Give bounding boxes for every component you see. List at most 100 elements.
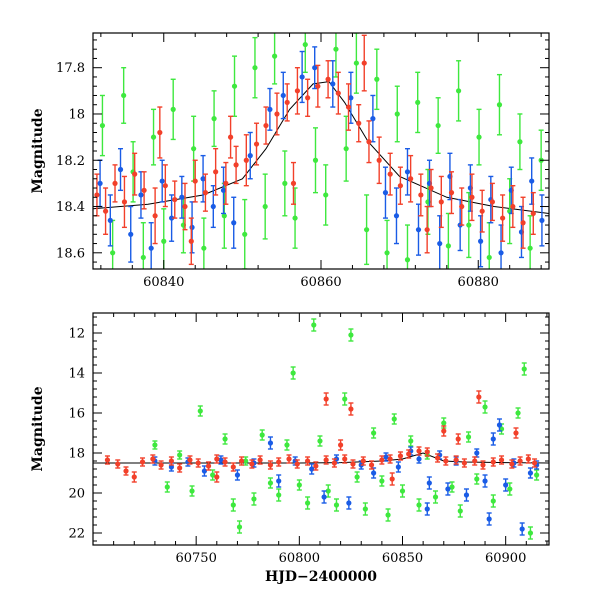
point-marker	[177, 452, 183, 458]
y-tick-label: 20	[68, 487, 85, 502]
data-point-red	[162, 164, 168, 208]
point-marker	[489, 199, 495, 205]
data-point-red	[276, 457, 282, 467]
data-point-green	[517, 113, 523, 171]
point-marker	[496, 102, 503, 108]
point-marker	[530, 210, 536, 217]
data-point-red	[387, 152, 393, 196]
point-marker	[97, 180, 103, 186]
point-marker	[415, 99, 421, 106]
point-marker	[282, 180, 288, 186]
point-marker	[371, 430, 377, 436]
point-marker	[247, 153, 253, 159]
point-marker	[317, 438, 323, 444]
point-marker	[461, 460, 468, 466]
point-marker	[416, 502, 422, 508]
data-point-blue	[128, 205, 134, 263]
point-marker	[534, 472, 540, 478]
data-point-red	[192, 159, 198, 203]
data-point-green	[449, 481, 455, 493]
data-point-blue	[463, 488, 470, 502]
data-point-green	[379, 475, 385, 487]
point-marker	[527, 470, 534, 476]
data-point-red	[479, 189, 485, 233]
point-marker	[315, 83, 321, 89]
point-marker	[299, 74, 305, 80]
y-tick-label: 16	[68, 407, 85, 422]
point-marker	[389, 476, 395, 482]
data-point-blue	[117, 147, 124, 192]
point-marker	[138, 192, 144, 198]
point-marker	[500, 215, 506, 221]
point-marker	[441, 428, 447, 434]
data-point-blue	[169, 194, 175, 242]
data-point-red	[325, 60, 331, 99]
plot-frame	[92, 312, 550, 546]
point-marker	[426, 480, 432, 486]
point-marker	[309, 466, 315, 472]
point-marker	[513, 430, 519, 436]
point-marker	[123, 468, 129, 474]
point-marker	[383, 454, 389, 460]
data-point-green	[527, 215, 533, 269]
data-point-red	[472, 456, 478, 466]
point-marker	[424, 449, 430, 455]
data-point-blue	[299, 50, 305, 104]
point-marker	[99, 122, 106, 129]
data-point-green	[354, 471, 360, 483]
data-point-red	[202, 173, 209, 212]
point-marker	[182, 203, 188, 210]
data-point-red	[348, 402, 354, 416]
data-point-red	[525, 454, 531, 464]
point-marker	[476, 134, 482, 140]
data-point-red	[443, 456, 449, 466]
point-marker	[356, 120, 362, 126]
data-point-red	[500, 194, 506, 242]
data-point-green	[342, 392, 348, 406]
point-marker	[345, 104, 352, 110]
data-point-red	[509, 459, 515, 469]
point-marker	[354, 474, 360, 480]
point-marker	[115, 461, 121, 467]
data-point-red	[345, 83, 352, 131]
data-point-red	[438, 175, 444, 229]
point-marker	[415, 227, 422, 233]
point-marker	[387, 456, 393, 462]
data-point-green	[290, 366, 296, 380]
data-point-red	[315, 64, 321, 108]
point-marker	[404, 169, 411, 175]
series-green	[152, 318, 540, 540]
point-marker	[222, 459, 228, 465]
data-point-blue	[231, 196, 237, 249]
point-marker	[313, 463, 319, 469]
data-point-red	[230, 462, 236, 472]
point-marker	[110, 250, 116, 256]
data-point-red	[323, 455, 329, 465]
data-point-red	[205, 461, 212, 471]
point-marker	[211, 116, 217, 122]
y-tick-label: 12	[68, 327, 85, 342]
data-point-blue	[416, 454, 422, 464]
data-point-green	[474, 473, 480, 485]
data-point-red	[356, 104, 362, 143]
data-point-red	[195, 458, 201, 468]
point-marker	[179, 194, 185, 200]
data-point-blue	[346, 496, 352, 510]
data-point-red	[469, 173, 475, 222]
data-point-green	[325, 484, 331, 498]
point-marker	[404, 257, 411, 263]
point-marker	[251, 496, 257, 502]
data-point-red	[453, 455, 459, 465]
data-point-blue	[321, 490, 327, 504]
data-point-blue	[218, 455, 224, 465]
data-point-red	[490, 457, 496, 467]
point-marker	[177, 465, 183, 471]
data-point-green	[211, 90, 217, 148]
point-marker	[333, 46, 339, 52]
point-marker	[445, 243, 451, 249]
point-marker	[397, 453, 404, 459]
data-point-green	[343, 115, 349, 182]
point-marker	[132, 171, 138, 177]
point-marker	[169, 215, 175, 221]
